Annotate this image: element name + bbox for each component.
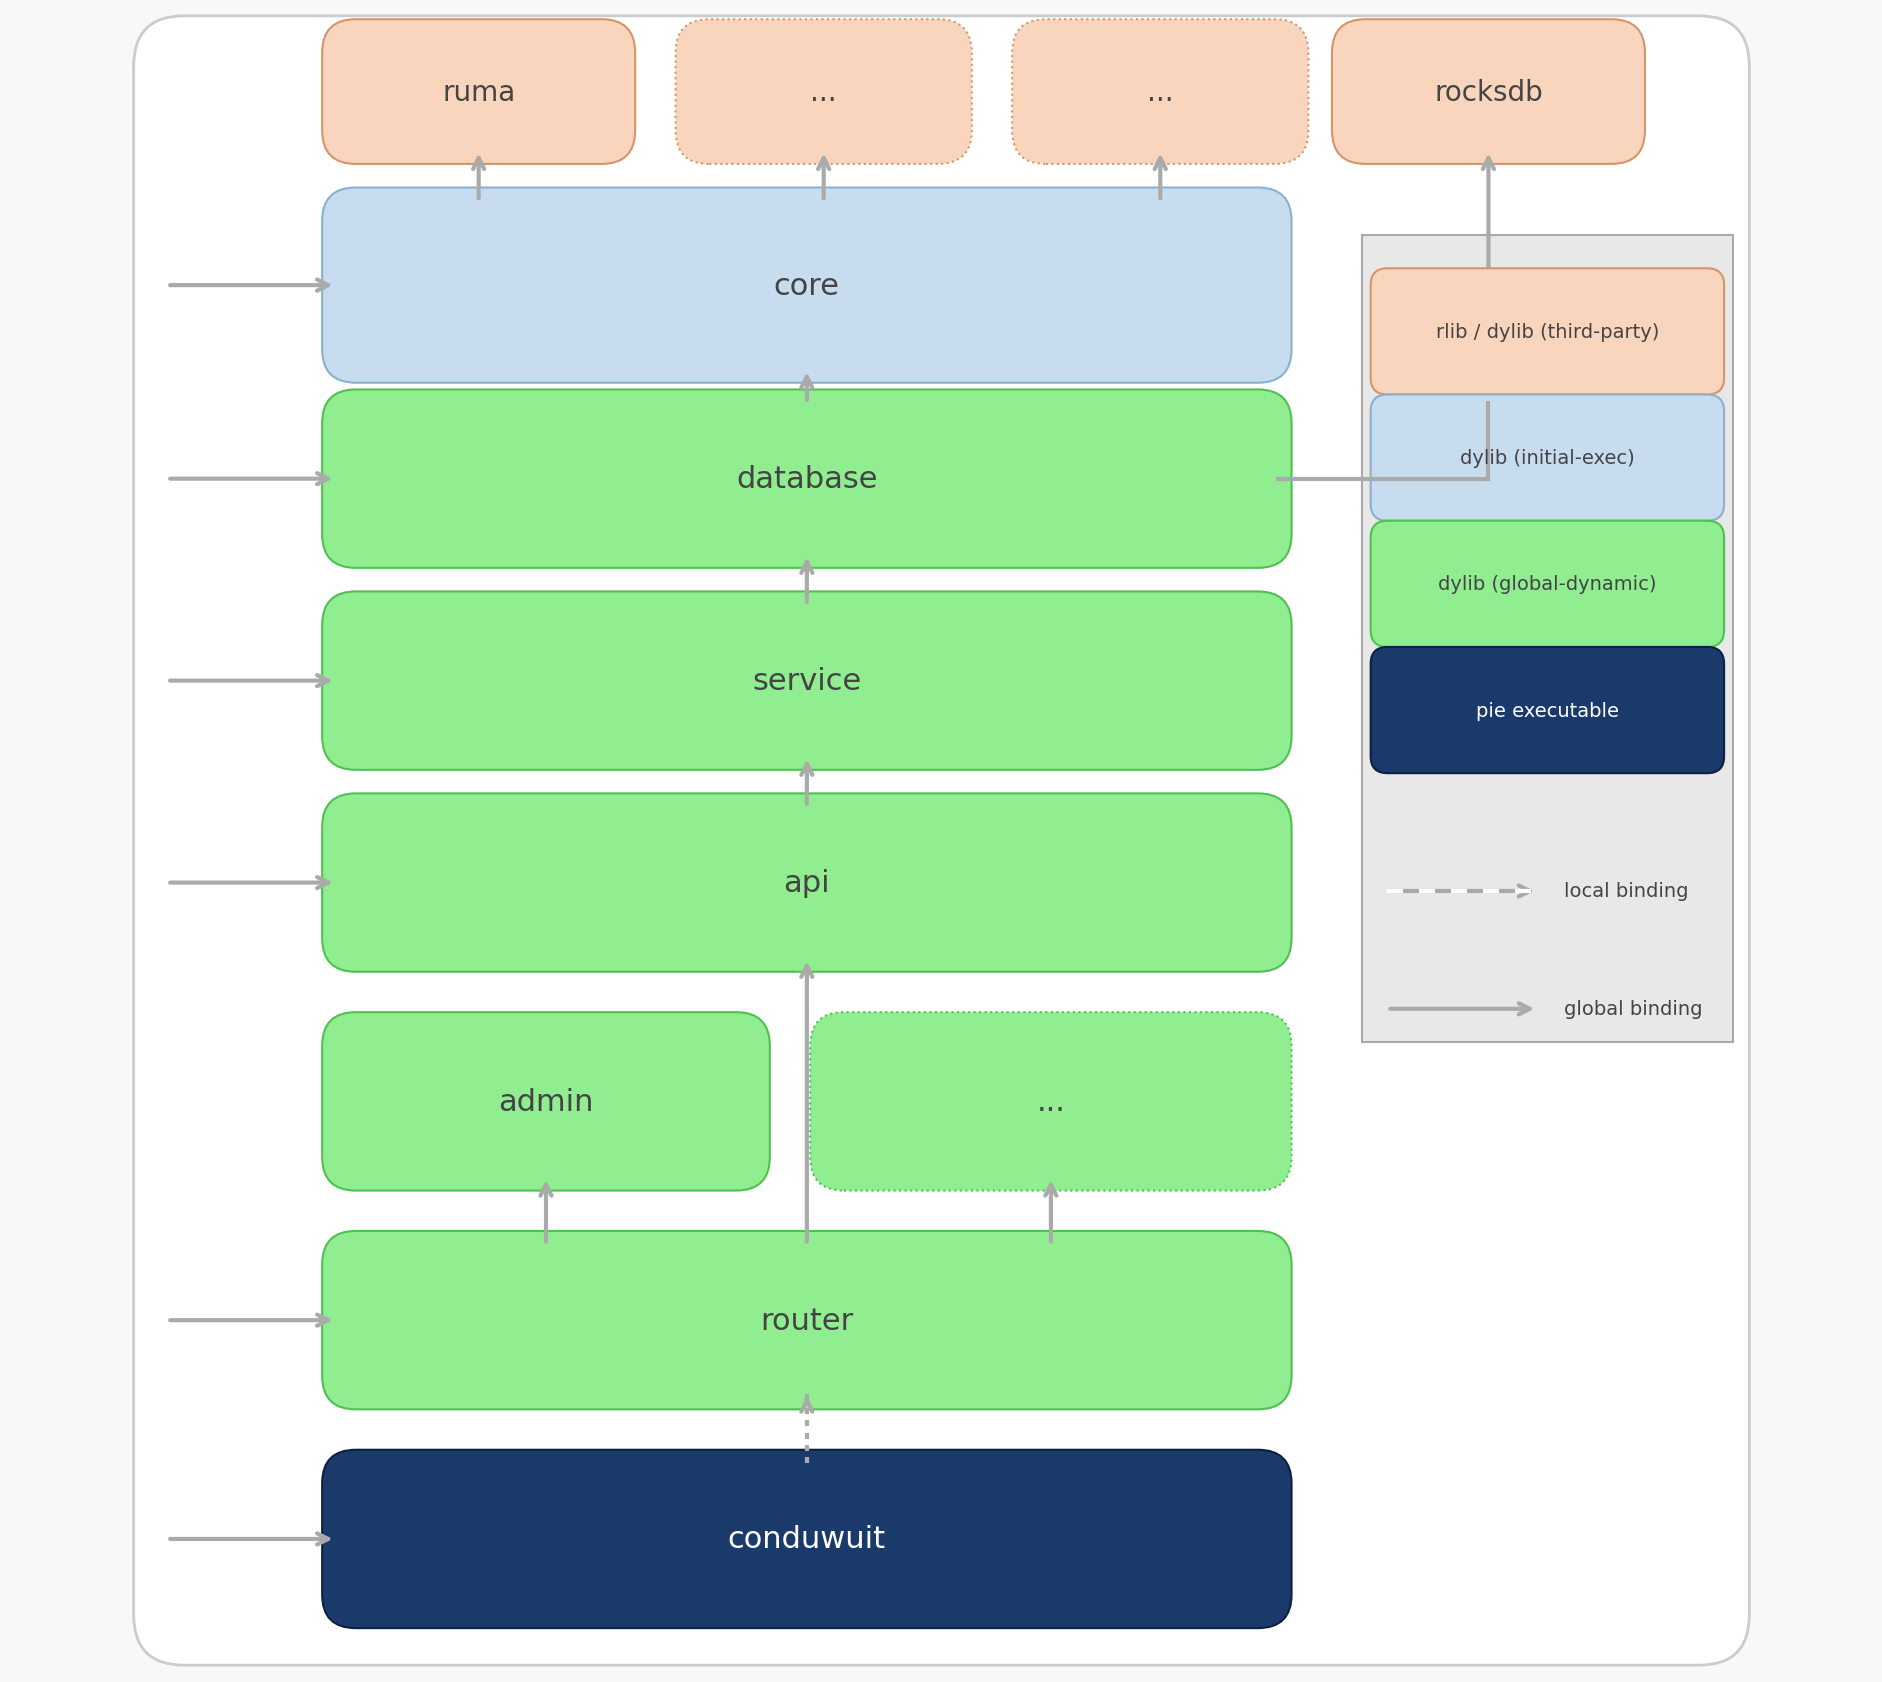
FancyBboxPatch shape (1370, 521, 1724, 648)
Text: admin: admin (499, 1087, 593, 1117)
Text: pie executable: pie executable (1475, 701, 1619, 720)
Text: service: service (751, 666, 862, 696)
FancyBboxPatch shape (676, 20, 971, 165)
FancyBboxPatch shape (1370, 269, 1724, 395)
Text: router: router (760, 1305, 853, 1336)
Text: dylib (global-dynamic): dylib (global-dynamic) (1438, 575, 1656, 594)
FancyBboxPatch shape (1331, 20, 1645, 165)
FancyBboxPatch shape (322, 1013, 770, 1191)
Text: core: core (774, 271, 839, 301)
FancyBboxPatch shape (1013, 20, 1308, 165)
FancyBboxPatch shape (322, 1450, 1291, 1628)
Text: global binding: global binding (1564, 999, 1701, 1019)
FancyBboxPatch shape (322, 592, 1291, 770)
FancyBboxPatch shape (322, 188, 1291, 383)
FancyBboxPatch shape (1370, 648, 1724, 774)
Text: rlib / dylib (third-party): rlib / dylib (third-party) (1434, 323, 1658, 341)
Text: database: database (736, 464, 877, 495)
FancyBboxPatch shape (809, 1013, 1291, 1191)
FancyBboxPatch shape (322, 390, 1291, 569)
Text: api: api (783, 868, 830, 898)
Text: dylib (initial-exec): dylib (initial-exec) (1459, 449, 1634, 468)
FancyBboxPatch shape (134, 17, 1748, 1665)
FancyBboxPatch shape (322, 794, 1291, 972)
FancyBboxPatch shape (1361, 235, 1731, 1043)
FancyBboxPatch shape (322, 1231, 1291, 1410)
FancyBboxPatch shape (322, 20, 634, 165)
Text: conduwuit: conduwuit (728, 1524, 885, 1554)
FancyBboxPatch shape (1370, 395, 1724, 521)
Text: rocksdb: rocksdb (1434, 79, 1541, 106)
Text: ...: ... (809, 79, 837, 106)
Text: ruma: ruma (442, 79, 516, 106)
Text: local binding: local binding (1564, 881, 1688, 902)
Text: ...: ... (1035, 1087, 1065, 1117)
Text: ...: ... (1146, 79, 1172, 106)
